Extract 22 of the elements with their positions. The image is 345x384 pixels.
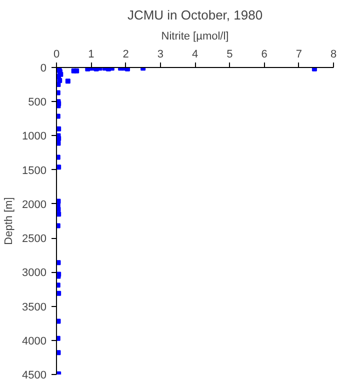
y-tick-label: 3000 [22, 267, 47, 280]
x-tick-label: 5 [226, 48, 233, 60]
y-tick-label: 4500 [22, 370, 47, 382]
x-tick-label: 6 [261, 48, 268, 60]
x-tick-label: 3 [157, 48, 164, 60]
y-tick-label: 0 [40, 62, 47, 74]
y-tick-label: 3500 [22, 301, 47, 314]
y-tick-label: 1500 [22, 164, 47, 177]
x-tick-label: 0 [53, 48, 60, 60]
y-axis-title: Depth [m] [3, 197, 16, 245]
x-axis-title: Nitrite [µmol/l] [161, 30, 229, 42]
x-tick-label: 2 [122, 48, 129, 60]
chart-title: JCMU in October, 1980 [127, 8, 263, 22]
y-tick-label: 2000 [22, 198, 47, 211]
x-tick-label: 4 [192, 48, 198, 60]
x-tick-label: 8 [330, 48, 337, 60]
y-tick-label: 4000 [22, 335, 47, 348]
x-tick-label: 1 [88, 48, 94, 60]
y-tick-label: 2500 [22, 233, 47, 246]
y-tick-label: 500 [28, 96, 47, 109]
y-tick-label: 1000 [22, 130, 47, 143]
x-tick-label: 7 [296, 48, 302, 60]
